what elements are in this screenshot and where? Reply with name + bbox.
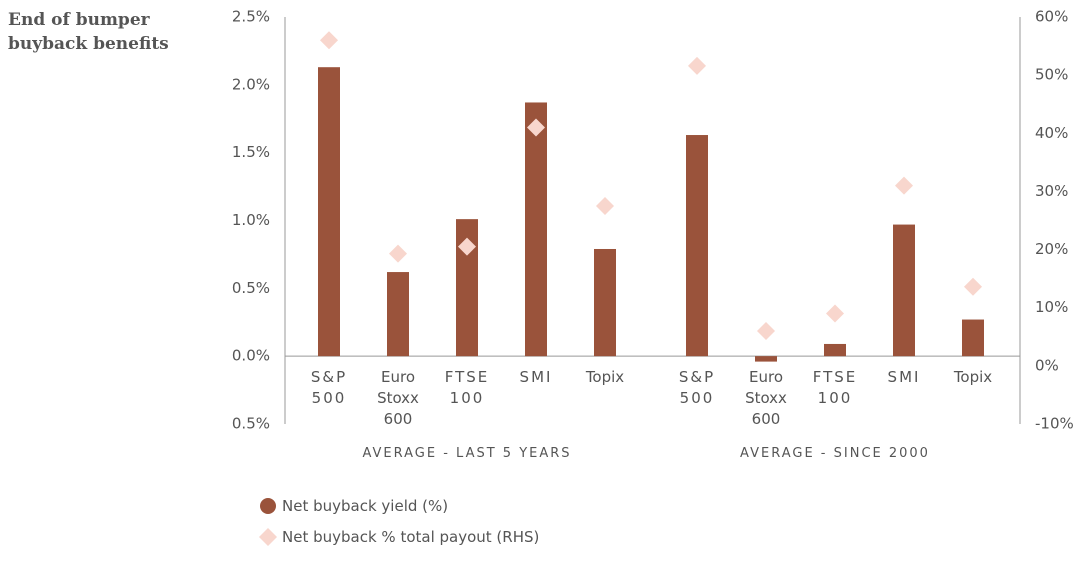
x-tick-label: S&P 500 [678,368,716,407]
diamond-marker [688,56,706,75]
diamond-marker [596,196,614,215]
bar [893,224,915,357]
y-tick-label: 0.5% [232,279,270,297]
bar [387,272,409,357]
diamond-marker [527,118,545,137]
bar [755,356,777,362]
y2-tick-label: 10% [1035,298,1068,316]
y-tick-label: 0.5% [232,415,270,433]
bar [962,319,984,357]
x-tick-label: Euro Stoxx 600 [745,368,787,428]
diamond-marker [320,31,338,50]
y-tick-label: 1.0% [232,211,270,229]
y2-tick-label: 30% [1035,182,1068,200]
y2-tick-label: 40% [1035,124,1068,142]
x-tick-label: FTSE 100 [444,368,490,407]
bar [318,67,340,357]
y-tick-label: 0.0% [232,347,270,365]
x-tick-label: S&P 500 [310,368,348,407]
x-tick-label: SMI [887,368,921,386]
group-label: AVERAGE - SINCE 2000 [740,446,930,461]
y2-tick-label: 60% [1035,8,1068,26]
y2-tick-label: 20% [1035,240,1068,258]
bar [686,135,708,357]
diamond-marker [757,321,775,340]
bar [525,102,547,357]
bar [824,343,846,357]
legend-marker [260,498,276,514]
y2-tick-label: -10% [1035,415,1074,433]
diamond-marker [826,304,844,323]
bar [456,219,478,357]
diamond-marker [895,176,913,195]
legend-label: Net buyback % total payout (RHS) [282,528,540,546]
group-label: AVERAGE - LAST 5 YEARS [362,446,572,461]
diamond-marker [964,277,982,296]
diamond-marker [458,237,476,256]
x-tick-label: Topix [953,368,993,386]
x-tick-label: Euro Stoxx 600 [377,368,419,428]
diamond-marker [389,244,407,263]
y-tick-label: 2.5% [232,8,270,26]
x-tick-label: Topix [585,368,625,386]
bar [594,248,616,357]
chart-title: End of bumper buyback benefits [8,10,169,54]
legend-label: Net buyback yield (%) [282,497,449,515]
y2-tick-label: 0% [1035,356,1059,374]
y-tick-label: 2.0% [232,75,270,93]
x-tick-label: SMI [519,368,553,386]
legend-marker [259,528,277,546]
y-tick-label: 1.5% [232,143,270,161]
x-tick-label: FTSE 100 [812,368,858,407]
y2-tick-label: 50% [1035,66,1068,84]
